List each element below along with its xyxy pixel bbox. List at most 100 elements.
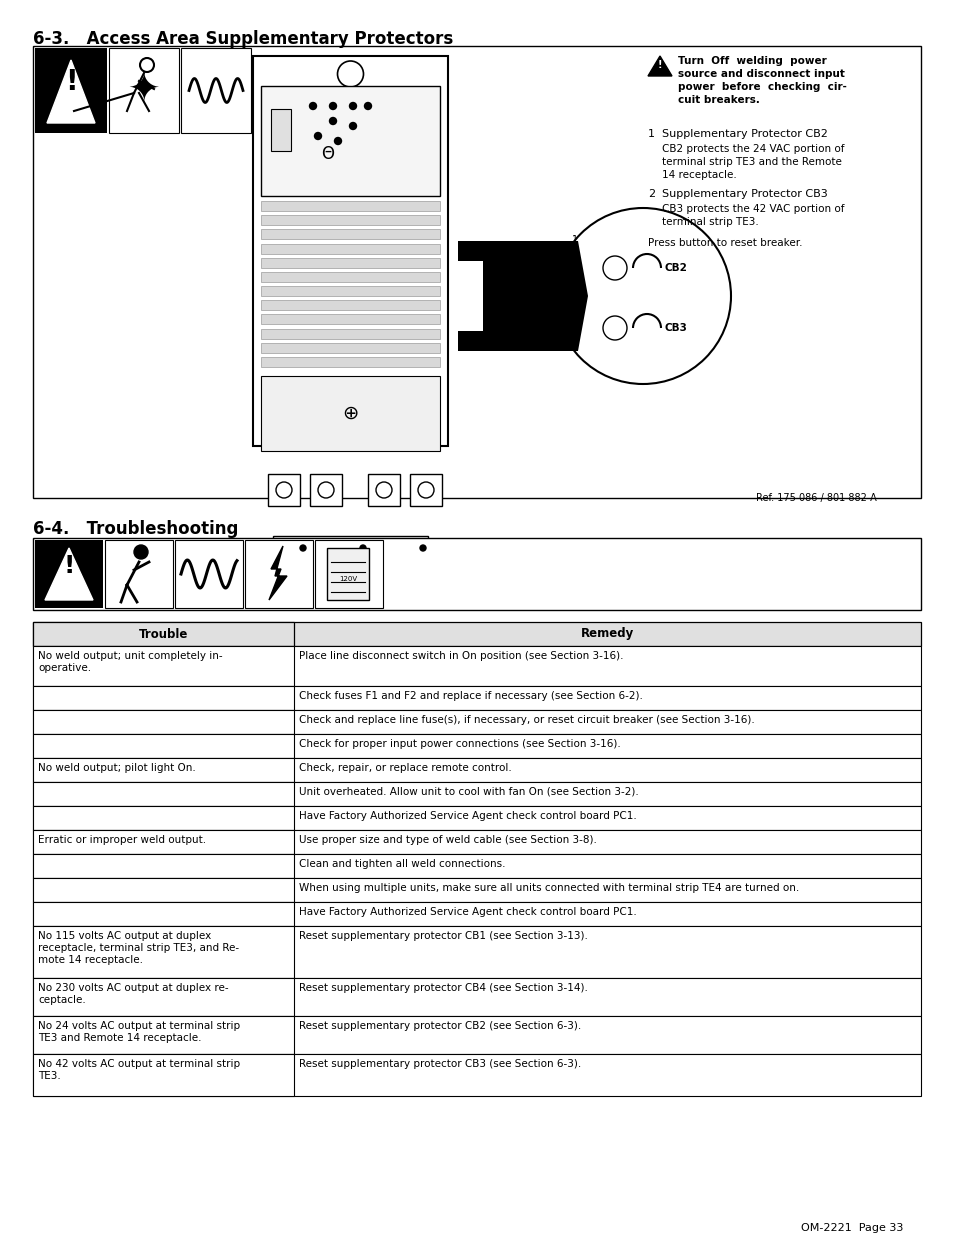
Text: ✦: ✦ [128, 72, 160, 110]
Bar [33, 902, 920, 926]
Bar [33, 685, 294, 710]
Bar [268, 474, 299, 506]
Bar [33, 710, 294, 734]
Bar [35, 48, 107, 133]
Text: power  before  checking  cir-: power before checking cir- [678, 82, 846, 91]
Bar [33, 926, 920, 978]
Bar [174, 540, 243, 608]
Bar [261, 243, 439, 253]
Text: CB3 protects the 42 VAC portion of: CB3 protects the 42 VAC portion of [661, 204, 843, 214]
Bar [33, 1016, 294, 1053]
Text: No weld output; pilot light On.: No weld output; pilot light On. [38, 763, 195, 773]
Text: Use proper size and type of weld cable (see Section 3-8).: Use proper size and type of weld cable (… [298, 835, 597, 845]
Bar [273, 536, 428, 556]
Text: Θ: Θ [321, 144, 335, 163]
Text: Reset supplementary protector CB4 (see Section 3-14).: Reset supplementary protector CB4 (see S… [298, 983, 587, 993]
Bar [261, 258, 439, 268]
Bar [33, 878, 920, 902]
Bar [33, 646, 294, 685]
Circle shape [314, 132, 321, 140]
Bar [33, 46, 920, 498]
Text: CB3: CB3 [664, 324, 687, 333]
Bar [33, 734, 920, 758]
Bar [33, 622, 294, 646]
Text: TE3 and Remote 14 receptacle.: TE3 and Remote 14 receptacle. [38, 1032, 201, 1044]
Bar [33, 782, 920, 806]
Text: operative.: operative. [38, 663, 91, 673]
Bar [314, 540, 382, 608]
Circle shape [133, 545, 148, 559]
Bar [181, 48, 251, 133]
Circle shape [335, 137, 341, 144]
Bar [261, 272, 439, 282]
Bar [261, 300, 439, 310]
Bar [33, 758, 920, 782]
Text: No weld output; unit completely in-: No weld output; unit completely in- [38, 651, 222, 661]
Text: Remedy: Remedy [580, 627, 634, 641]
Text: 6-4.   Troubleshooting: 6-4. Troubleshooting [33, 520, 238, 538]
Bar [261, 201, 439, 211]
Bar [261, 215, 439, 225]
Text: !: ! [657, 61, 661, 70]
Text: Check, repair, or replace remote control.: Check, repair, or replace remote control… [298, 763, 511, 773]
Bar [33, 902, 294, 926]
Bar [33, 782, 294, 806]
Circle shape [359, 545, 366, 551]
Bar [33, 646, 920, 685]
Bar [35, 540, 103, 608]
Text: Have Factory Authorized Service Agent check control board PC1.: Have Factory Authorized Service Agent ch… [298, 811, 636, 821]
Bar [261, 342, 439, 353]
Circle shape [337, 61, 363, 86]
Bar [33, 806, 294, 830]
Text: Reset supplementary protector CB1 (see Section 3-13).: Reset supplementary protector CB1 (see S… [298, 931, 587, 941]
Circle shape [555, 207, 730, 384]
Text: Check for proper input power connections (see Section 3-16).: Check for proper input power connections… [298, 739, 620, 748]
Text: 14 receptacle.: 14 receptacle. [661, 170, 736, 180]
Bar [33, 538, 920, 610]
Text: Ref. 175 086 / 801 882-A: Ref. 175 086 / 801 882-A [755, 493, 876, 503]
Bar [33, 622, 920, 646]
Bar [33, 878, 294, 902]
Text: Place line disconnect switch in On position (see Section 3-16).: Place line disconnect switch in On posit… [298, 651, 623, 661]
Circle shape [364, 103, 371, 110]
Bar [261, 357, 439, 367]
Text: CB2 protects the 24 VAC portion of: CB2 protects the 24 VAC portion of [661, 144, 843, 154]
Text: Erratic or improper weld output.: Erratic or improper weld output. [38, 835, 206, 845]
Polygon shape [457, 241, 587, 351]
Text: Turn  Off  welding  power: Turn Off welding power [678, 56, 826, 65]
Circle shape [329, 117, 336, 125]
Circle shape [419, 545, 426, 551]
Bar [33, 830, 294, 853]
Text: Check and replace line fuse(s), if necessary, or reset circuit breaker (see Sect: Check and replace line fuse(s), if neces… [298, 715, 754, 725]
Text: No 115 volts AC output at duplex: No 115 volts AC output at duplex [38, 931, 211, 941]
Text: 120V: 120V [338, 576, 356, 582]
Circle shape [349, 122, 356, 130]
Bar [417, 556, 437, 568]
Text: !: ! [65, 68, 77, 96]
Bar [33, 926, 294, 978]
Polygon shape [45, 548, 92, 600]
Bar [261, 287, 439, 296]
Bar [368, 474, 399, 506]
Text: ceptacle.: ceptacle. [38, 995, 86, 1005]
Text: Supplementary Protector CB2: Supplementary Protector CB2 [661, 128, 827, 140]
Text: Have Factory Authorized Service Agent check control board PC1.: Have Factory Authorized Service Agent ch… [298, 906, 636, 918]
Circle shape [602, 316, 626, 340]
Circle shape [602, 256, 626, 280]
Bar [353, 556, 373, 568]
Text: No 42 volts AC output at terminal strip: No 42 volts AC output at terminal strip [38, 1058, 240, 1070]
Bar [33, 1053, 920, 1095]
Text: !: ! [63, 555, 74, 578]
Polygon shape [47, 61, 95, 124]
Text: terminal strip TE3.: terminal strip TE3. [661, 217, 758, 227]
Text: When using multiple units, make sure all units connected with terminal strip TE4: When using multiple units, make sure all… [298, 883, 799, 893]
Bar [105, 540, 172, 608]
Bar [33, 685, 920, 710]
Text: Reset supplementary protector CB3 (see Section 6-3).: Reset supplementary protector CB3 (see S… [298, 1058, 580, 1070]
Bar [33, 806, 920, 830]
Text: CB2: CB2 [664, 263, 687, 273]
Text: Press button to reset breaker.: Press button to reset breaker. [647, 238, 801, 248]
Text: 2: 2 [571, 309, 578, 319]
Circle shape [329, 103, 336, 110]
Bar [33, 734, 294, 758]
